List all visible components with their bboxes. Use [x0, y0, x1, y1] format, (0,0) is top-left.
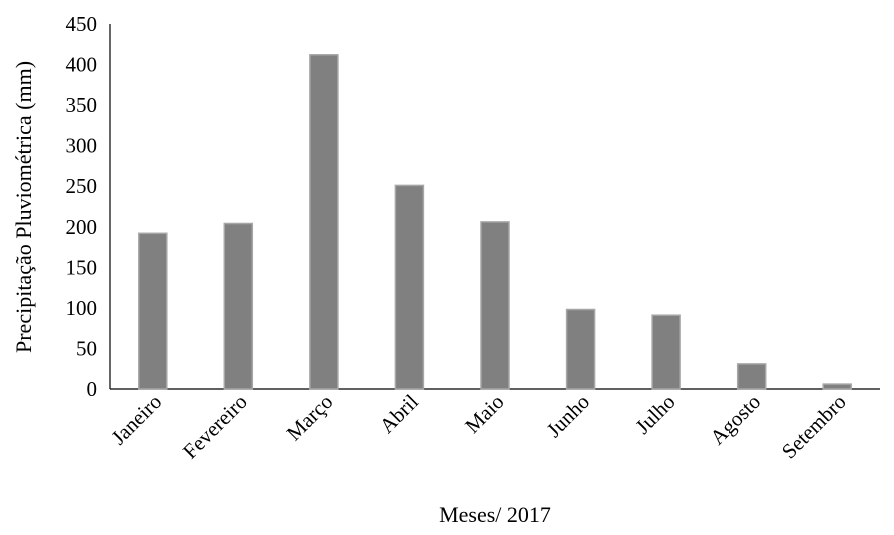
- bar-junho: [565, 308, 596, 390]
- y-tick-label: 200: [66, 215, 98, 239]
- y-axis-label: Precipitação Pluviométrica (mm): [11, 61, 36, 353]
- y-tick-label: 50: [76, 336, 97, 360]
- y-tick-label: 250: [66, 174, 98, 198]
- bar-janeiro: [138, 232, 168, 390]
- x-tick-labels: Janeiro Fevereiro Março Abril Maio Junho Julho…: [106, 389, 850, 463]
- y-tick-label: 100: [66, 296, 98, 320]
- y-tick-label: 450: [66, 12, 98, 36]
- x-tick-label: Janeiro: [106, 390, 166, 450]
- bar-julho: [651, 314, 681, 390]
- x-tick-label: Julho: [630, 390, 679, 439]
- x-tick-label: Agosto: [705, 390, 765, 450]
- bar-abril: [394, 184, 425, 390]
- x-tick-label: Abril: [375, 389, 423, 437]
- y-tick-label: 150: [66, 255, 98, 279]
- y-tick-label: 0: [87, 377, 98, 401]
- bar-fevereiro: [223, 222, 254, 390]
- bars: [138, 54, 852, 390]
- y-tick-label: 300: [66, 134, 98, 158]
- x-tick-label: Junho: [542, 390, 594, 442]
- y-tick-label: 350: [66, 93, 98, 117]
- bar-mar-o: [309, 54, 339, 390]
- y-tick-labels: 0 50 100 150 200 250 300 350 400 450: [66, 12, 98, 401]
- y-tick-label: 400: [66, 53, 98, 77]
- x-axis-label: Meses/ 2017: [439, 502, 551, 527]
- x-tick-label: Fevereiro: [178, 390, 252, 464]
- bar-setembro: [822, 383, 852, 390]
- bar-agosto: [736, 363, 767, 390]
- x-tick-label: Março: [282, 390, 338, 446]
- x-tick-label: Maio: [460, 390, 508, 438]
- x-tick-label: Setembro: [777, 390, 851, 464]
- bar-maio: [480, 221, 510, 390]
